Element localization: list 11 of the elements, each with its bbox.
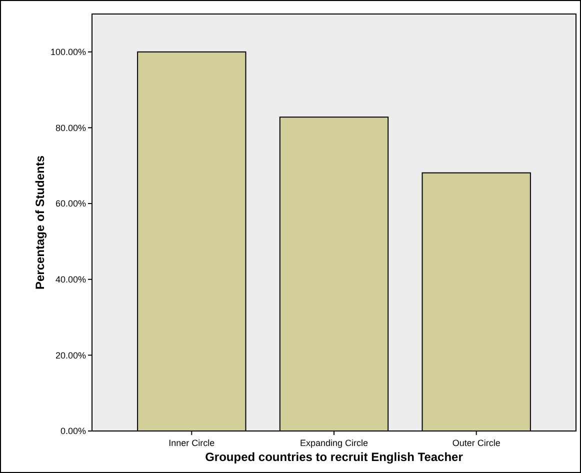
y-tick-label: 100.00% xyxy=(50,47,86,58)
x-tick-label: Outer Circle xyxy=(452,438,500,448)
y-tick-label: 40.00% xyxy=(55,274,86,285)
y-tick-label: 60.00% xyxy=(55,198,86,209)
x-axis-title: Grouped countries to recruit English Teacher xyxy=(205,450,464,464)
y-axis-title: Percentage of Students xyxy=(33,155,47,290)
y-tick-label: 0.00% xyxy=(60,426,86,436)
x-tick-label: Expanding Circle xyxy=(300,438,368,448)
x-tick-label: Inner Circle xyxy=(168,438,215,448)
y-tick-label: 80.00% xyxy=(55,122,86,133)
y-tick-label: 20.00% xyxy=(55,350,86,360)
